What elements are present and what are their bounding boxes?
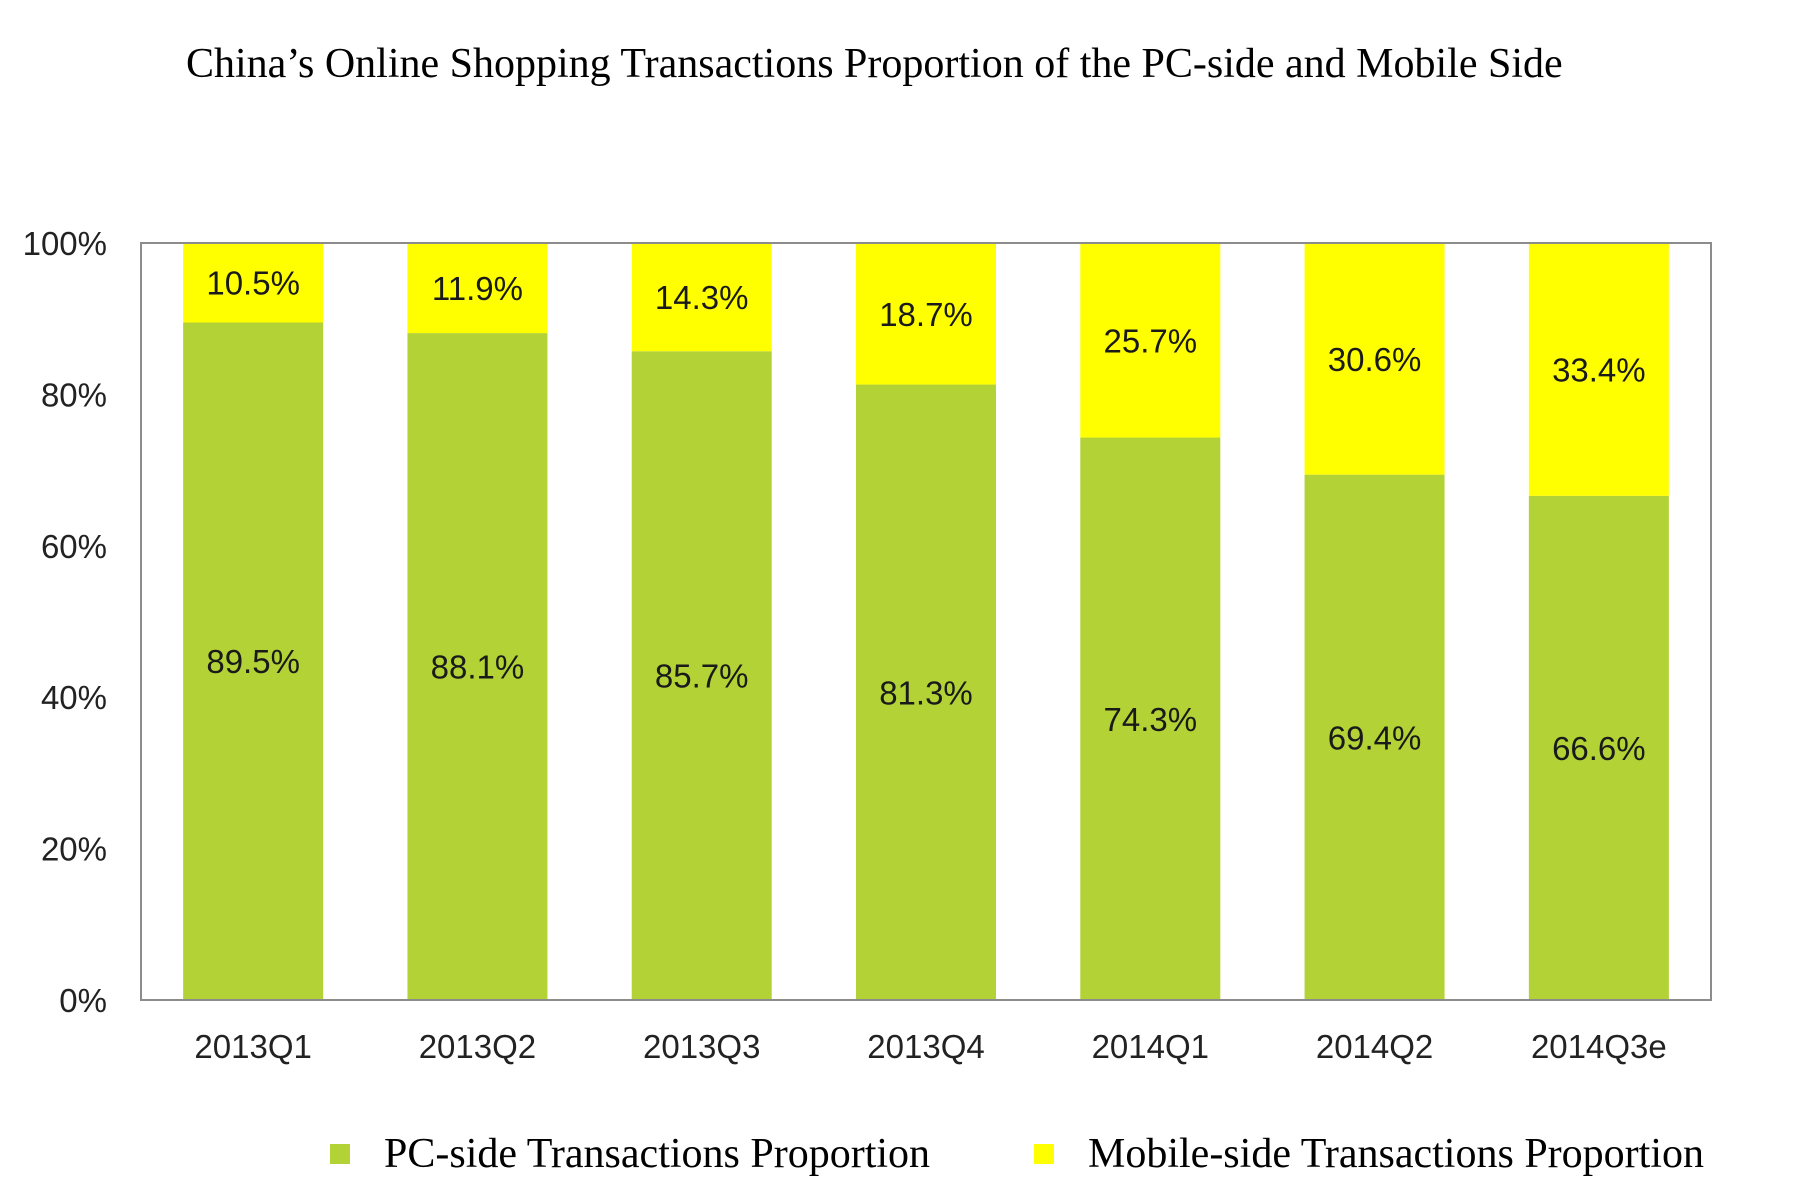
legend-swatch-pc xyxy=(330,1144,350,1164)
y-tick-label: 80% xyxy=(41,376,107,413)
legend-label-mobile: Mobile-side Transactions Proportion xyxy=(1088,1131,1704,1177)
y-tick-label: 40% xyxy=(41,679,107,716)
bar-mobile-side xyxy=(856,243,996,385)
legend-swatch-mobile xyxy=(1034,1144,1054,1164)
data-label-pc-side: 81.3% xyxy=(879,674,973,711)
y-tick-label: 0% xyxy=(59,982,107,1019)
legend: PC-side Transactions Proportion Mobile-s… xyxy=(0,1130,1800,1190)
x-axis: 2013Q1 2013Q2 2013Q3 2013Q4 2014Q1 2014Q2 2014… xyxy=(194,1028,1666,1065)
data-label-pc-side: 74.3% xyxy=(1103,701,1197,738)
data-label-mobile-side: 30.6% xyxy=(1328,341,1422,378)
bar-pc-side xyxy=(1304,474,1445,1001)
x-tick-label: 2013Q1 xyxy=(194,1028,311,1065)
data-label-mobile-side: 18.7% xyxy=(879,296,973,333)
x-tick-label: 2014Q3e xyxy=(1531,1028,1667,1065)
data-label-pc-side: 66.6% xyxy=(1552,730,1646,767)
data-label-pc-side: 69.4% xyxy=(1328,719,1422,756)
data-labels-group: 89.5% 10.5% 88.1% 11.9% 85.7% 14.3% 81.3% 18.7%… xyxy=(206,265,1645,767)
bar-pc-side xyxy=(856,384,996,1001)
bars-group xyxy=(183,243,1669,1001)
plot-frame xyxy=(140,242,1712,1001)
chart-title: China’s Online Shopping Transactions Pro… xyxy=(186,41,1563,87)
x-tick-label: 2013Q3 xyxy=(643,1028,760,1065)
data-label-mobile-side: 11.9% xyxy=(432,270,523,307)
bar-pc-side xyxy=(407,333,548,1000)
bar-pc-side xyxy=(183,322,324,1000)
data-label-pc-side: 88.1% xyxy=(431,649,525,686)
y-tick-label: 60% xyxy=(41,528,107,565)
y-tick-label: 100% xyxy=(23,225,107,262)
bar-mobile-side xyxy=(1528,243,1669,496)
data-label-mobile-side: 25.7% xyxy=(1103,322,1197,359)
data-label-mobile-side: 10.5% xyxy=(206,265,300,302)
legend-item-mobile: Mobile-side Transactions Proportion xyxy=(1034,1130,1704,1178)
data-label-pc-side: 89.5% xyxy=(206,643,300,680)
x-tick-label: 2013Q4 xyxy=(867,1028,984,1065)
y-tick-label: 20% xyxy=(41,831,107,868)
data-label-mobile-side: 33.4% xyxy=(1552,351,1646,388)
bar-mobile-side xyxy=(1080,243,1221,438)
bar-pc-side xyxy=(1080,437,1221,1000)
x-tick-label: 2014Q1 xyxy=(1092,1028,1209,1065)
data-label-pc-side: 85.7% xyxy=(655,658,749,695)
x-tick-label: 2014Q2 xyxy=(1316,1028,1433,1065)
legend-item-pc: PC-side Transactions Proportion xyxy=(330,1130,930,1178)
bar-pc-side xyxy=(631,351,772,1001)
legend-label-pc: PC-side Transactions Proportion xyxy=(384,1131,931,1177)
bar-pc-side xyxy=(1528,495,1669,1000)
bar-mobile-side xyxy=(183,243,324,323)
data-label-mobile-side: 14.3% xyxy=(655,279,749,316)
x-tick-label: 2013Q2 xyxy=(419,1028,536,1065)
y-axis: 0% 20% 40% 60% 80% 100% xyxy=(23,225,107,1019)
bar-mobile-side xyxy=(631,243,772,352)
bar-mobile-side xyxy=(407,243,548,334)
bar-mobile-side xyxy=(1304,243,1445,475)
